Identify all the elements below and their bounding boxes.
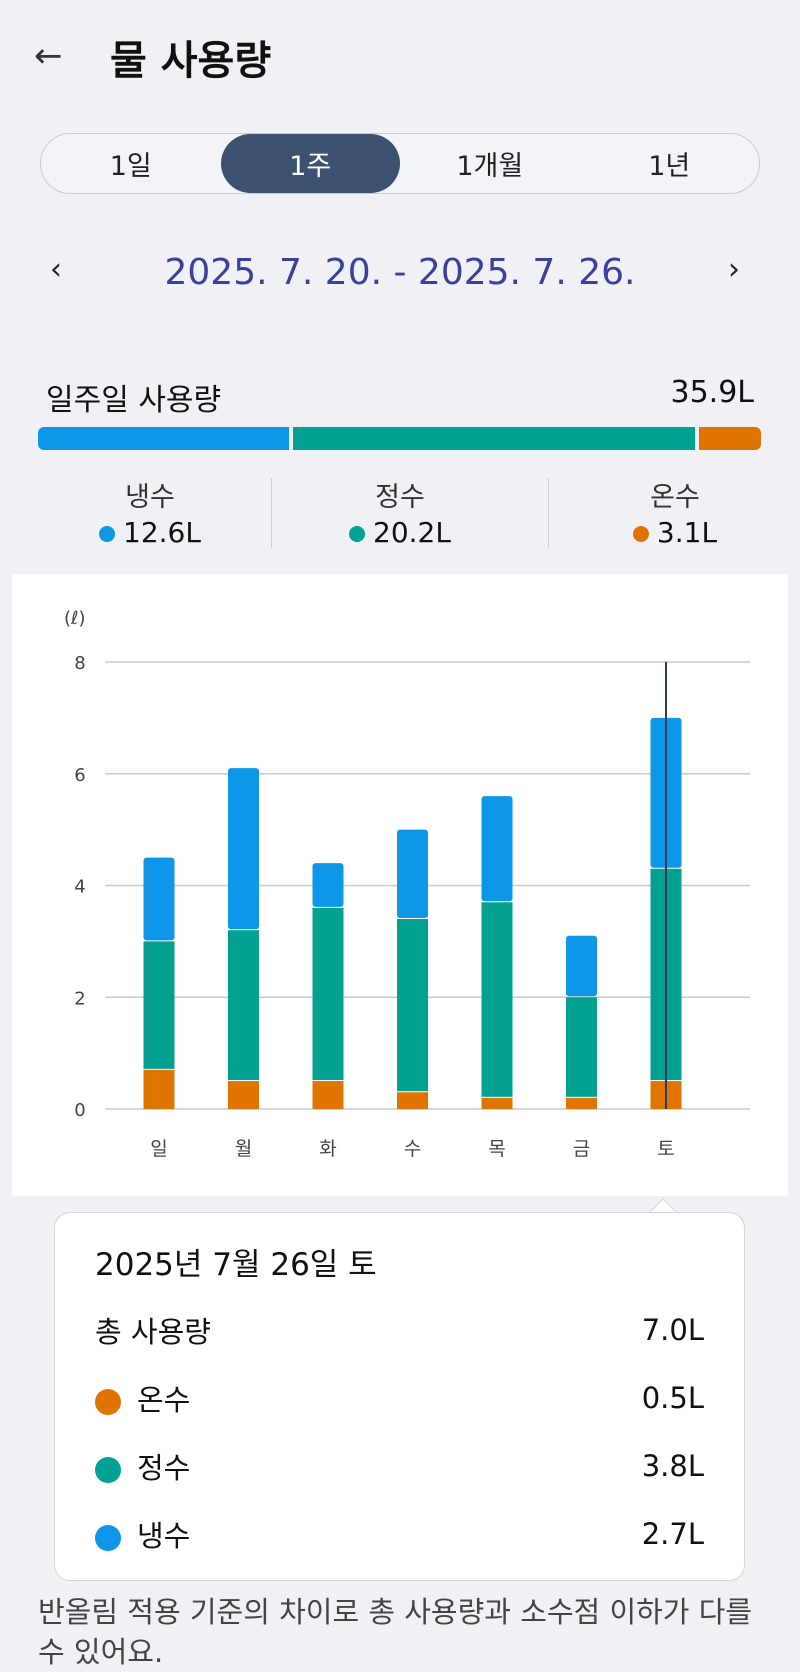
label: 정수 — [137, 1451, 191, 1485]
tooltip-total-row: 총 사용량 7.0L — [95, 1309, 704, 1351]
bar-segment-2 — [312, 863, 344, 907]
x-tick-label: 수 — [404, 1138, 421, 1160]
legend-name: 정수 — [375, 482, 425, 513]
bar-segment-1 — [566, 997, 597, 1097]
y-tick-label: 6 — [74, 765, 85, 786]
period-segmented-control: 1일 1주 1개월 1년 — [40, 133, 760, 194]
bar-segment-0 — [312, 1081, 344, 1109]
value: 0.5L — [641, 1381, 704, 1415]
value: 7.0L — [641, 1313, 704, 1347]
dot-icon — [95, 1525, 121, 1551]
legend-name: 온수 — [650, 482, 700, 513]
date-range: 2025. 7. 20. - 2025. 7. 26. — [164, 252, 636, 293]
bar-segment-2 — [143, 857, 175, 941]
legend-name: 냉수 — [125, 482, 175, 513]
tooltip-purified-row: 정수 3.8L — [95, 1445, 704, 1487]
tooltip-hot-row: 온수 0.5L — [95, 1377, 704, 1419]
usage-chart[interactable]: (ℓ) 0 2 4 6 8 일 월 화 수 목 금 토 — [12, 574, 788, 1196]
bar-segment-0 — [481, 1097, 513, 1109]
divider — [548, 478, 549, 548]
legend-purified: 정수 20.2L — [280, 475, 520, 549]
tab-1-month[interactable]: 1개월 — [456, 151, 524, 182]
share-purified — [292, 427, 696, 450]
label: 총 사용량 — [95, 1315, 211, 1349]
page-title: 물 사용량 — [110, 38, 272, 84]
weekly-usage-label: 일주일 사용량 — [46, 383, 222, 418]
x-tick-label: 목 — [488, 1138, 505, 1160]
legend-value: 20.2L — [373, 516, 451, 549]
bar-segment-1 — [397, 919, 428, 1092]
bar-segment-2 — [397, 829, 428, 919]
y-tick-label: 4 — [74, 877, 85, 898]
legend-hot: 온수 3.1L — [555, 475, 795, 549]
x-tick-label: 화 — [319, 1138, 336, 1160]
back-arrow-icon[interactable]: ← — [34, 36, 63, 76]
label: 온수 — [137, 1383, 191, 1417]
share-cold — [38, 427, 289, 450]
day-tooltip: 2025년 7월 26일 토 총 사용량 7.0L 온수 0.5L 정수 3.8L 냉… — [54, 1212, 745, 1581]
legend-cold: 냉수 12.6L — [30, 475, 270, 549]
tab-1-day[interactable]: 1일 — [109, 151, 152, 182]
dot-icon — [95, 1389, 121, 1415]
bar-segment-1 — [312, 907, 344, 1081]
tab-1-week[interactable]: 1주 — [220, 134, 400, 193]
tab-1-year[interactable]: 1년 — [648, 151, 691, 182]
usage-share-bar — [38, 427, 761, 450]
x-tick-label: 일 — [150, 1138, 167, 1160]
bar-segment-0 — [566, 1097, 597, 1109]
legend-value: 12.6L — [123, 516, 201, 549]
chevron-right-icon[interactable]: › — [728, 252, 740, 287]
value: 2.7L — [641, 1517, 704, 1551]
y-tick-label: 8 — [74, 653, 85, 674]
dot-icon — [99, 526, 116, 542]
tooltip-date: 2025년 7월 26일 토 — [95, 1239, 704, 1284]
x-tick-label: 금 — [573, 1138, 590, 1160]
chevron-left-icon[interactable]: ‹ — [50, 252, 62, 287]
bar-segment-2 — [566, 935, 597, 997]
y-axis-unit: (ℓ) — [64, 608, 85, 629]
share-hot — [699, 427, 761, 450]
tooltip-date-text: 2025년 7월 26일 토 — [95, 1247, 377, 1283]
label: 냉수 — [137, 1519, 191, 1553]
bar-segment-0 — [228, 1081, 259, 1109]
bar-segment-0 — [143, 1069, 175, 1109]
bar-segment-0 — [397, 1092, 428, 1109]
dot-icon — [632, 526, 649, 542]
dot-icon — [349, 526, 366, 542]
chart-svg: (ℓ) 0 2 4 6 8 일 월 화 수 목 금 토 — [64, 608, 750, 1160]
x-tick-label: 토 — [657, 1138, 674, 1160]
x-tick-label: 월 — [235, 1138, 252, 1160]
value: 3.8L — [641, 1449, 704, 1483]
weekly-usage-total: 35.9L — [670, 375, 754, 410]
bar-segment-2 — [228, 768, 259, 930]
bar-segment-1 — [228, 930, 259, 1081]
divider — [271, 478, 272, 548]
y-tick-label: 2 — [74, 988, 85, 1009]
bar-segment-2 — [481, 796, 513, 902]
legend-value: 3.1L — [656, 516, 718, 549]
bar-segment-1 — [481, 902, 513, 1097]
y-tick-label: 0 — [74, 1100, 85, 1121]
tooltip-cold-row: 냉수 2.7L — [95, 1513, 704, 1555]
dot-icon — [95, 1457, 121, 1483]
bar-segment-1 — [143, 941, 175, 1069]
rounding-note: 반올림 적용 기준의 차이로 총 사용량과 소수점 이하가 다를 수 있어요. — [38, 1595, 753, 1669]
